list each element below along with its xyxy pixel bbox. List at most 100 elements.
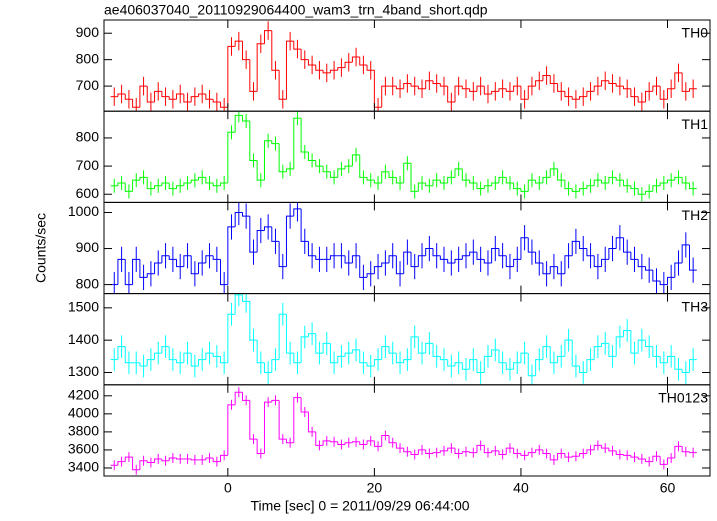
step xyxy=(293,397,302,443)
step xyxy=(586,449,595,454)
step xyxy=(645,190,653,195)
step xyxy=(527,85,536,100)
step xyxy=(300,336,309,363)
step xyxy=(124,346,133,364)
step xyxy=(674,445,683,459)
step xyxy=(293,41,302,50)
step xyxy=(278,313,287,360)
step xyxy=(205,255,214,263)
step xyxy=(688,451,697,454)
x-tick-label: 40 xyxy=(513,480,529,496)
step xyxy=(271,359,280,373)
step xyxy=(359,441,368,446)
step xyxy=(249,400,258,440)
step xyxy=(234,294,243,315)
step xyxy=(176,185,184,189)
step xyxy=(344,165,353,169)
step xyxy=(542,346,551,360)
step xyxy=(630,185,639,190)
step xyxy=(256,439,265,455)
step xyxy=(557,355,565,363)
step xyxy=(593,179,602,186)
step xyxy=(549,75,558,84)
step xyxy=(271,399,280,403)
step xyxy=(439,83,448,87)
step xyxy=(373,359,382,367)
step xyxy=(439,180,448,184)
step xyxy=(535,252,543,264)
step xyxy=(645,266,653,271)
step xyxy=(601,80,609,87)
step xyxy=(637,259,646,268)
step xyxy=(542,262,551,275)
step xyxy=(527,179,536,192)
step xyxy=(608,80,617,84)
step xyxy=(300,208,309,242)
step xyxy=(359,154,368,178)
step xyxy=(461,86,470,90)
step xyxy=(234,40,243,47)
step xyxy=(300,397,309,413)
step xyxy=(505,447,514,455)
step xyxy=(366,440,375,445)
step xyxy=(535,449,543,453)
step xyxy=(425,182,434,187)
step xyxy=(241,294,250,302)
step xyxy=(315,255,324,260)
step xyxy=(168,182,177,190)
step xyxy=(132,258,140,285)
step xyxy=(688,88,697,92)
step xyxy=(183,352,192,363)
step xyxy=(630,252,639,260)
step xyxy=(469,359,477,370)
step xyxy=(388,255,397,263)
step xyxy=(483,355,492,373)
step xyxy=(117,182,126,186)
step xyxy=(527,452,536,456)
step xyxy=(139,259,148,278)
step xyxy=(681,369,690,374)
step xyxy=(615,237,624,249)
step xyxy=(154,262,162,274)
step xyxy=(161,346,170,354)
step xyxy=(483,445,492,454)
step xyxy=(322,342,331,354)
step xyxy=(337,67,346,71)
step xyxy=(601,258,609,267)
step xyxy=(659,356,668,364)
step xyxy=(535,180,543,184)
step xyxy=(447,259,455,264)
step xyxy=(124,94,133,100)
step xyxy=(381,262,390,267)
step xyxy=(373,180,382,184)
panel-label: TH0 xyxy=(682,25,709,41)
step xyxy=(271,140,280,145)
step xyxy=(410,252,419,268)
step xyxy=(498,349,507,364)
step xyxy=(564,180,573,190)
step xyxy=(176,93,184,100)
step xyxy=(637,96,646,103)
step xyxy=(132,457,140,471)
step xyxy=(645,458,653,463)
step xyxy=(564,453,573,458)
step xyxy=(666,88,675,100)
x-tick-label: 20 xyxy=(367,480,383,496)
step xyxy=(688,359,697,373)
step xyxy=(454,362,463,367)
step xyxy=(681,244,690,263)
step xyxy=(212,182,221,187)
step xyxy=(198,93,206,97)
step xyxy=(183,94,192,103)
step xyxy=(249,121,258,161)
step xyxy=(432,452,441,454)
step xyxy=(205,352,214,360)
step xyxy=(417,255,426,267)
step xyxy=(623,454,631,456)
step xyxy=(579,188,587,192)
step xyxy=(388,346,397,354)
step xyxy=(344,352,353,357)
y-tick-label: 800 xyxy=(76,275,100,291)
step xyxy=(263,30,272,44)
step xyxy=(571,96,580,100)
